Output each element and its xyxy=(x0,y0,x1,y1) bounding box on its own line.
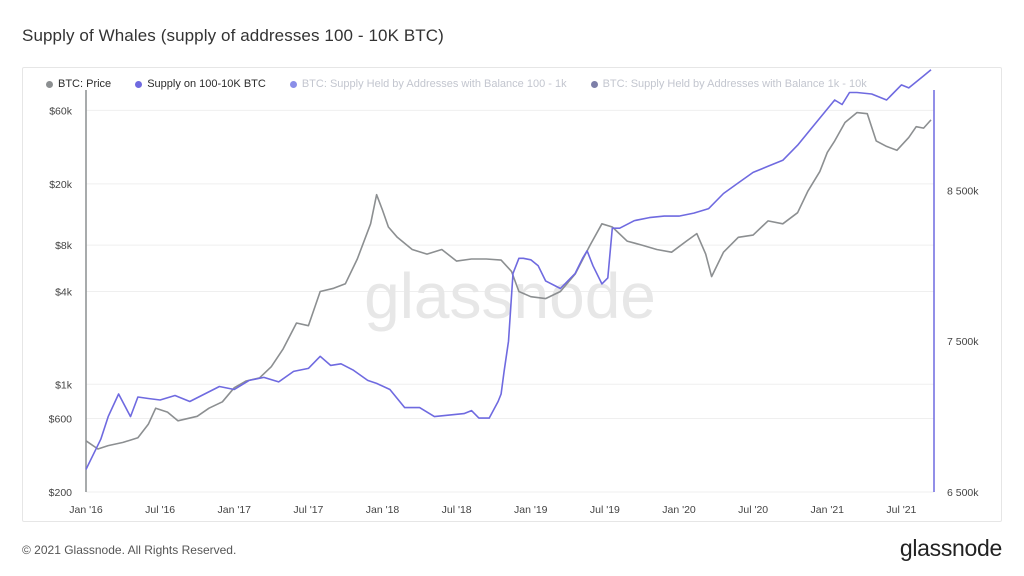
glassnode-logo: glassnode xyxy=(899,535,1002,561)
x-tick-label: Jul '18 xyxy=(442,504,472,516)
page-title: Supply of Whales (supply of addresses 10… xyxy=(22,26,444,45)
x-tick-label: Jan '21 xyxy=(810,504,844,516)
x-tick-label: Jan '17 xyxy=(217,504,251,516)
x-tick-label: Jul '19 xyxy=(590,504,620,516)
copyright-text: © 2021 Glassnode. All Rights Reserved. xyxy=(22,543,237,557)
legend-label: BTC: Supply Held by Addresses with Balan… xyxy=(602,78,867,90)
series-line xyxy=(85,111,932,450)
x-tick-label: Jan '20 xyxy=(662,504,696,516)
y-left-tick-label: $8k xyxy=(55,240,73,252)
y-left-tick-label: $1k xyxy=(55,379,73,391)
y-left-tick-label: $200 xyxy=(49,487,73,499)
series-line xyxy=(85,69,932,470)
legend-item[interactable]: BTC: Supply Held by Addresses with Balan… xyxy=(590,78,867,90)
x-tick-label: Jul '21 xyxy=(886,504,916,516)
chart-legend: BTC: Price Supply on 100-10K BTC BTC: Supp… xyxy=(46,78,867,90)
legend-label: BTC: Supply Held by Addresses with Balan… xyxy=(301,78,567,90)
legend-item[interactable]: Supply on 100-10K BTC xyxy=(135,78,266,90)
legend-dot-icon xyxy=(289,80,297,88)
x-tick-label: Jan '16 xyxy=(69,504,103,516)
legend-item[interactable]: BTC: Price xyxy=(46,78,111,90)
y-left-tick-label: $600 xyxy=(49,413,73,425)
chart-frame xyxy=(22,67,1002,522)
legend-dot-icon xyxy=(46,80,53,88)
legend-dot-icon xyxy=(590,80,598,88)
legend-dot-icon xyxy=(135,80,143,88)
y-left-tick-label: $60k xyxy=(49,105,73,117)
y-right-tick-label: 7 500k xyxy=(947,336,979,348)
y-left-tick-label: $4k xyxy=(55,287,73,299)
y-right-tick-label: 6 500k xyxy=(947,487,979,499)
legend-item[interactable]: BTC: Supply Held by Addresses with Balan… xyxy=(289,78,567,90)
x-tick-label: Jul '17 xyxy=(293,504,323,516)
y-left-tick-label: $20k xyxy=(49,179,73,191)
x-tick-label: Jan '18 xyxy=(366,504,400,516)
y-right-tick-label: 8 500k xyxy=(947,185,979,197)
legend-label: Supply on 100-10K BTC xyxy=(147,78,266,90)
x-tick-label: Jan '19 xyxy=(514,504,548,516)
x-tick-label: Jul '16 xyxy=(145,504,175,516)
x-tick-label: Jul '20 xyxy=(738,504,768,516)
legend-label: BTC: Price xyxy=(58,78,112,90)
